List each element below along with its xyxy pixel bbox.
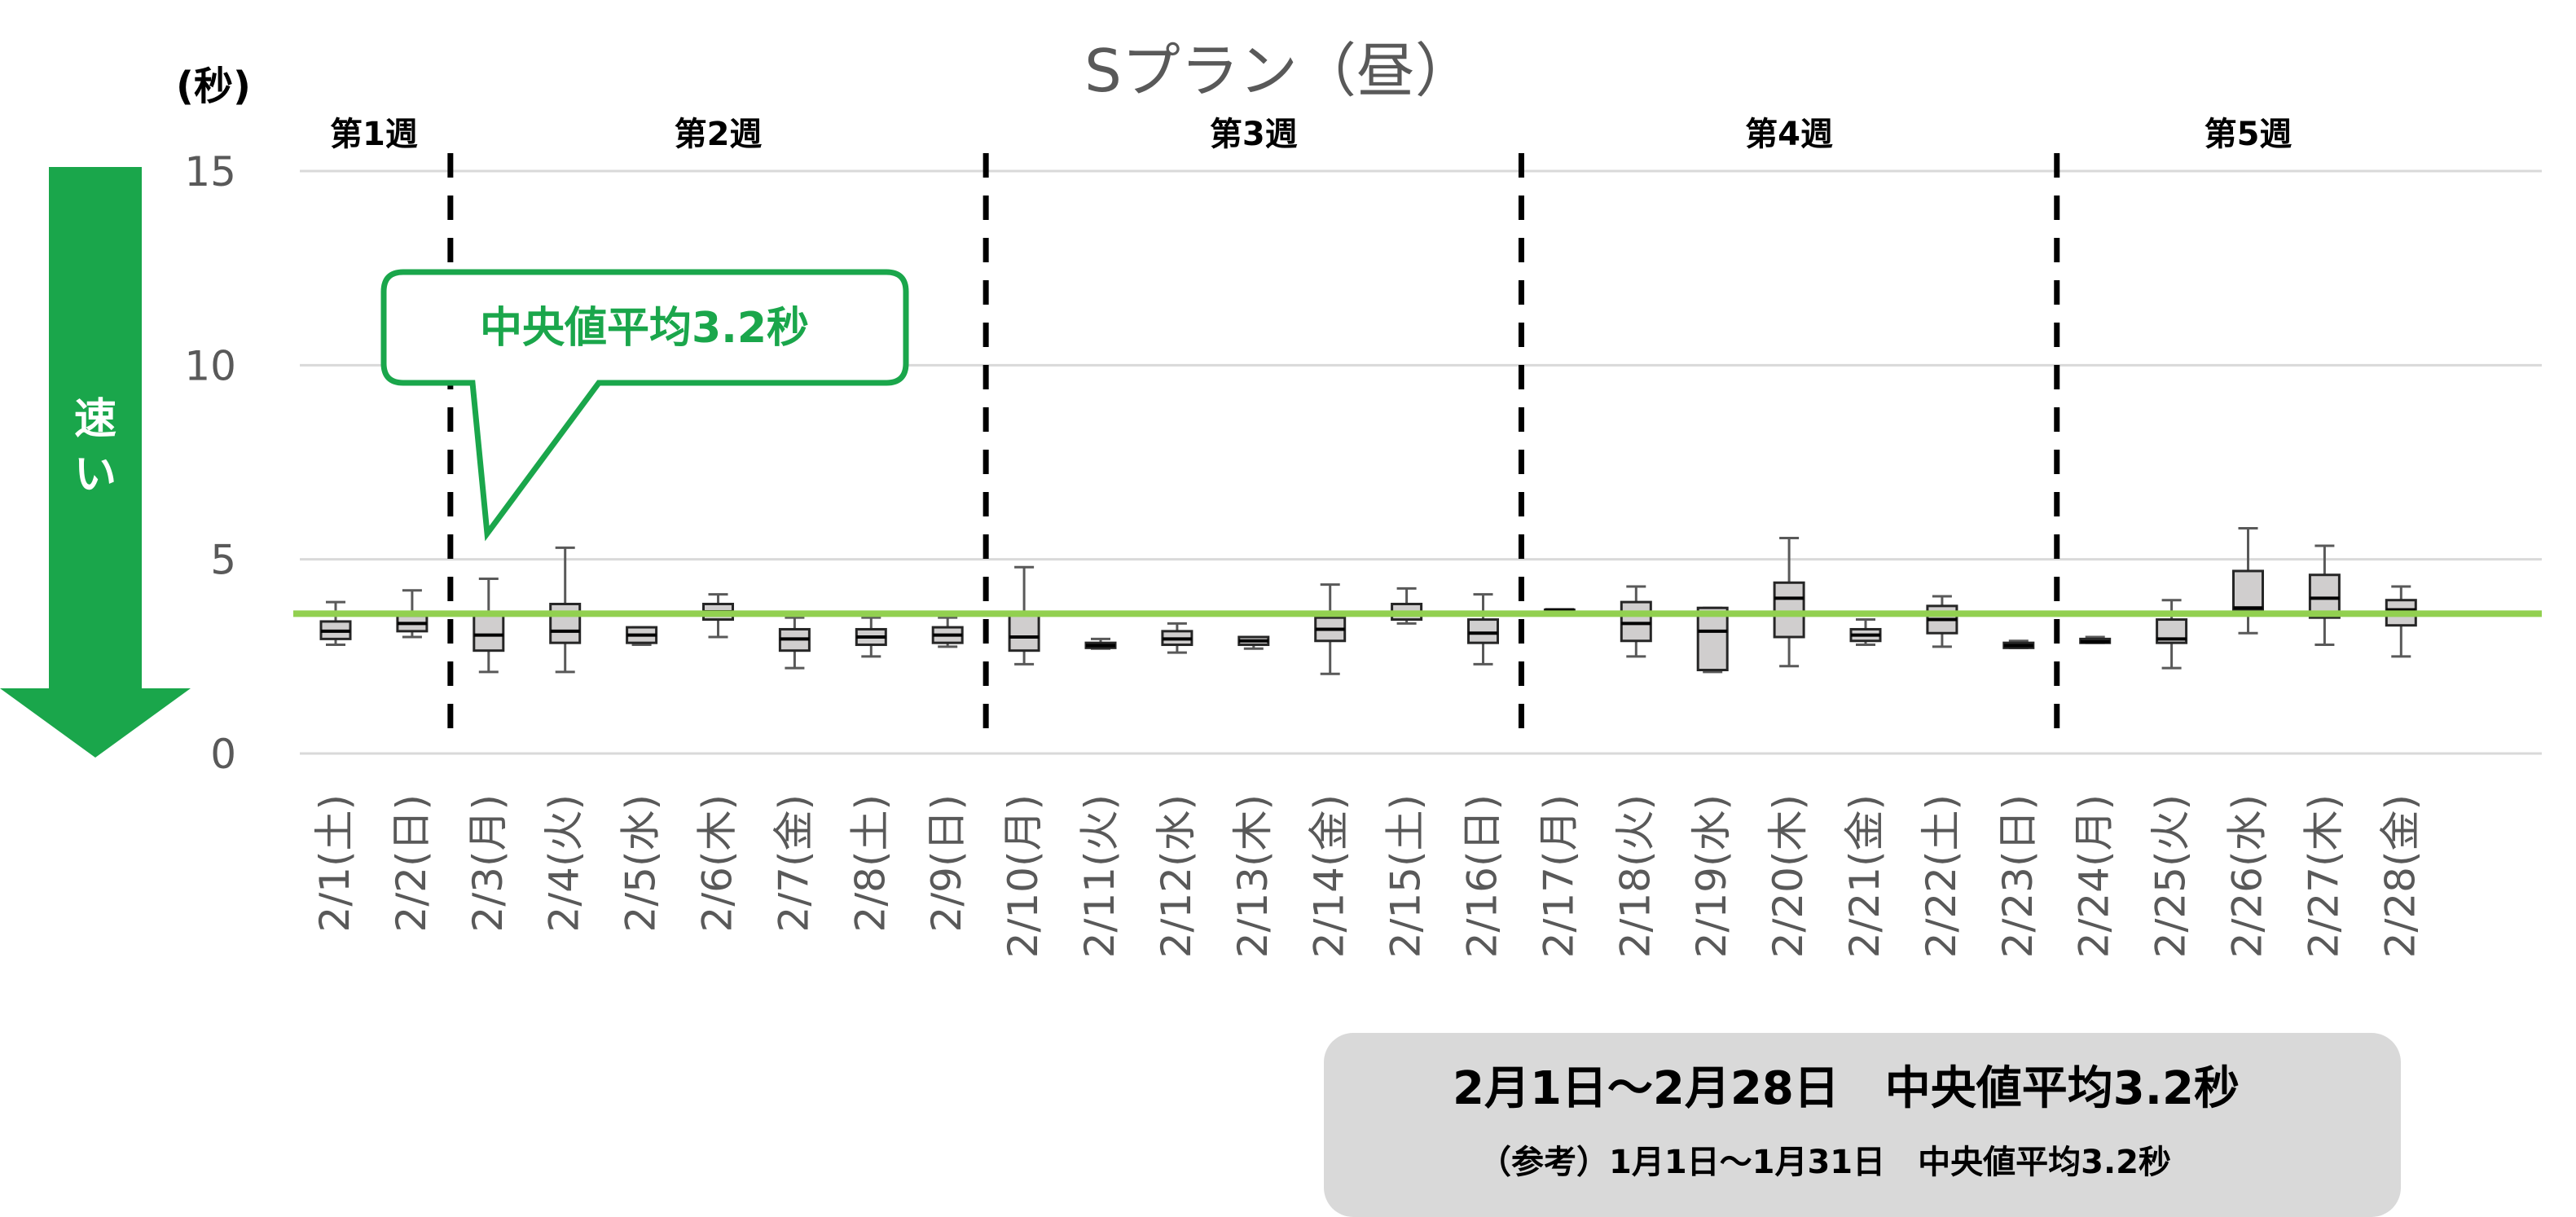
x-tick-label: 2/18(火) bbox=[1611, 794, 1659, 958]
chart-title: Sプラン（昼） bbox=[1084, 37, 1474, 105]
box-item bbox=[1314, 583, 1347, 675]
x-tick-label: 2/10(月) bbox=[1000, 794, 1047, 958]
box-item bbox=[473, 578, 505, 674]
y-tick-label: 5 bbox=[210, 537, 236, 584]
grid-layer bbox=[300, 169, 2542, 755]
week-label: 第3週 bbox=[1210, 116, 1298, 153]
x-tick-label: 2/15(土) bbox=[1383, 794, 1430, 958]
box-iqr bbox=[473, 612, 505, 652]
box-item bbox=[2308, 544, 2341, 647]
x-tick-label: 2/7(金) bbox=[770, 794, 817, 932]
box-item bbox=[2156, 599, 2188, 670]
x-tick-label: 2/5(水) bbox=[618, 794, 665, 932]
x-tick-label: 2/26(水) bbox=[2224, 794, 2271, 958]
x-tick-label: 2/9(日) bbox=[923, 794, 970, 932]
x-tick-label: 2/8(土) bbox=[846, 794, 894, 932]
x-tick-label: 2/14(金) bbox=[1306, 794, 1353, 958]
box-iqr bbox=[549, 602, 582, 644]
x-tick-label: 2/22(土) bbox=[1918, 794, 1965, 958]
arrow-body bbox=[49, 167, 142, 688]
box-layer bbox=[319, 527, 2417, 675]
callout-bubble bbox=[380, 269, 909, 542]
box-item bbox=[2232, 527, 2264, 635]
x-tick-label: 2/3(月) bbox=[464, 794, 512, 932]
box-iqr bbox=[1773, 581, 1805, 639]
box-item bbox=[1391, 587, 1423, 625]
x-tick-label: 2/1(土) bbox=[311, 794, 358, 932]
box-iqr bbox=[1008, 612, 1040, 652]
y-axis-label: (秒) bbox=[176, 64, 251, 109]
box-item bbox=[855, 616, 887, 658]
box-item bbox=[1084, 637, 1117, 650]
x-tick-label: 2/20(木) bbox=[1765, 794, 1812, 958]
box-item bbox=[1926, 595, 1958, 648]
box-item bbox=[1773, 536, 1805, 668]
box-item bbox=[931, 616, 964, 648]
box-item bbox=[2385, 585, 2417, 658]
box-item bbox=[2079, 635, 2112, 644]
box-item bbox=[1620, 585, 1652, 658]
arrow-label-2: い bbox=[74, 450, 116, 499]
x-tick-label: 2/28(金) bbox=[2376, 794, 2424, 958]
y-tick-label: 15 bbox=[184, 148, 236, 196]
arrow-label-1: 速 bbox=[74, 395, 116, 444]
x-tick-label: 2/4(火) bbox=[541, 794, 588, 932]
week-label: 第4週 bbox=[1745, 116, 1833, 153]
x-tick-label: 2/2(日) bbox=[388, 794, 435, 932]
summary-main-text: 2月1日～2月28日 中央値平均3.2秒 bbox=[1453, 1062, 2240, 1115]
x-tick-label: 2/17(月) bbox=[1535, 794, 1582, 958]
x-tick-label: 2/21(金) bbox=[1841, 794, 1888, 958]
x-tick-label: 2/25(火) bbox=[2147, 794, 2195, 958]
x-tick-label: 2/23(日) bbox=[1994, 794, 2042, 958]
week-label: 第1週 bbox=[330, 116, 418, 153]
x-tick-label: 2/24(月) bbox=[2071, 794, 2118, 958]
box-item bbox=[1237, 635, 1270, 650]
box-iqr bbox=[1620, 600, 1652, 643]
x-tick-label: 2/27(木) bbox=[2300, 794, 2347, 958]
box-iqr bbox=[2232, 569, 2264, 612]
y-tick-label: 10 bbox=[184, 342, 236, 389]
x-tick-label: 2/16(日) bbox=[1459, 794, 1506, 958]
x-tick-label: 2/19(水) bbox=[1688, 794, 1735, 958]
box-item bbox=[319, 600, 352, 647]
summary-sub-text: （参考）1月1日～1月31日 中央値平均3.2秒 bbox=[1479, 1144, 2171, 1181]
week-layer: 第1週 第2週 第3週 第4週 第5週 bbox=[330, 116, 2292, 737]
x-tick-label: 2/11(火) bbox=[1076, 794, 1123, 958]
box-item bbox=[1008, 565, 1040, 666]
y-tick-labels: 0 5 10 15 bbox=[184, 148, 236, 778]
arrow-head bbox=[0, 688, 191, 758]
x-tick-label: 2/6(木) bbox=[694, 794, 741, 932]
box-item bbox=[1696, 606, 1729, 674]
box-item bbox=[2002, 639, 2035, 649]
callout-text: 中央値平均3.2秒 bbox=[480, 304, 809, 353]
box-item bbox=[1467, 593, 1499, 666]
summary-panel: 2月1日～2月28日 中央値平均3.2秒 （参考）1月1日～1月31日 中央値平… bbox=[1324, 1033, 2401, 1217]
x-tick-label: 2/12(水) bbox=[1153, 794, 1200, 958]
median-callout: 中央値平均3.2秒 bbox=[380, 269, 909, 542]
week-label: 第5週 bbox=[2205, 116, 2292, 153]
box-item bbox=[1161, 622, 1193, 654]
speed-arrow: 速 い bbox=[0, 167, 191, 758]
box-item bbox=[626, 626, 658, 647]
box-iqr bbox=[1696, 606, 1729, 672]
x-tick-label: 2/13(木) bbox=[1229, 794, 1277, 958]
x-tick-labels: 2/1(土) 2/2(日) 2/3(月) 2/4(火) 2/5(水) 2/6(木) 2/7(… bbox=[311, 794, 2424, 958]
box-item bbox=[1849, 618, 1882, 647]
summary-background bbox=[1324, 1033, 2401, 1217]
box-iqr bbox=[1467, 618, 1499, 644]
week-label: 第2週 bbox=[675, 116, 763, 153]
box-item bbox=[778, 616, 811, 670]
y-tick-label: 0 bbox=[210, 731, 236, 778]
box-item bbox=[549, 546, 582, 674]
